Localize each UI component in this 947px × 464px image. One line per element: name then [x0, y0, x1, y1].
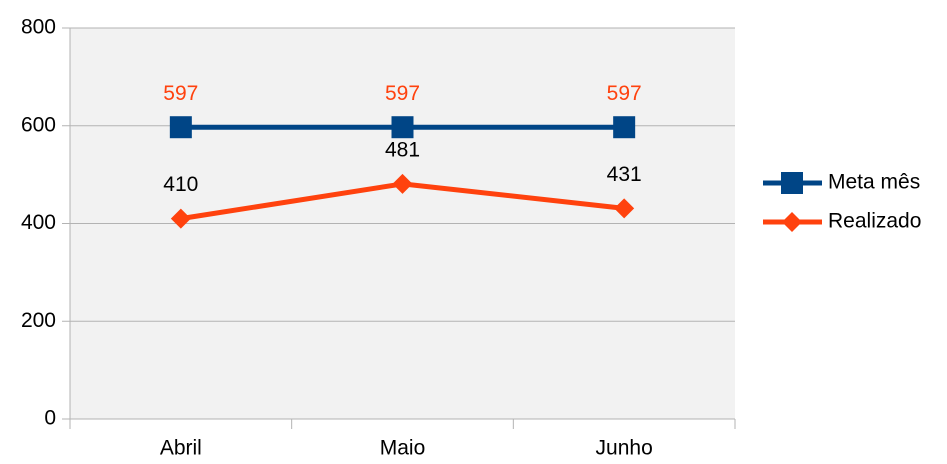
- data-label: 597: [385, 82, 420, 105]
- legend-marker: [781, 172, 803, 194]
- y-tick-label: 200: [21, 309, 56, 332]
- data-label: 597: [607, 82, 642, 105]
- data-point: [169, 116, 192, 139]
- legend-label: Meta mês: [828, 171, 920, 194]
- data-point: [613, 116, 636, 139]
- data-point: [391, 116, 414, 139]
- y-tick-label: 400: [21, 211, 56, 234]
- data-label: 431: [607, 163, 642, 186]
- data-label: 481: [385, 138, 420, 161]
- x-tick-label: Abril: [160, 437, 202, 460]
- data-point: [170, 208, 191, 229]
- x-tick-label: Maio: [380, 437, 426, 460]
- y-tick-label: 800: [21, 16, 56, 39]
- legend-label: Realizado: [828, 210, 921, 233]
- y-tick-label: 0: [44, 407, 56, 430]
- y-tick-label: 600: [21, 113, 56, 136]
- x-tick-label: Junho: [596, 437, 653, 460]
- data-point: [392, 173, 413, 194]
- data-point: [614, 198, 635, 219]
- data-label: 597: [163, 82, 198, 105]
- data-label: 410: [163, 173, 198, 196]
- legend-marker: [782, 212, 802, 232]
